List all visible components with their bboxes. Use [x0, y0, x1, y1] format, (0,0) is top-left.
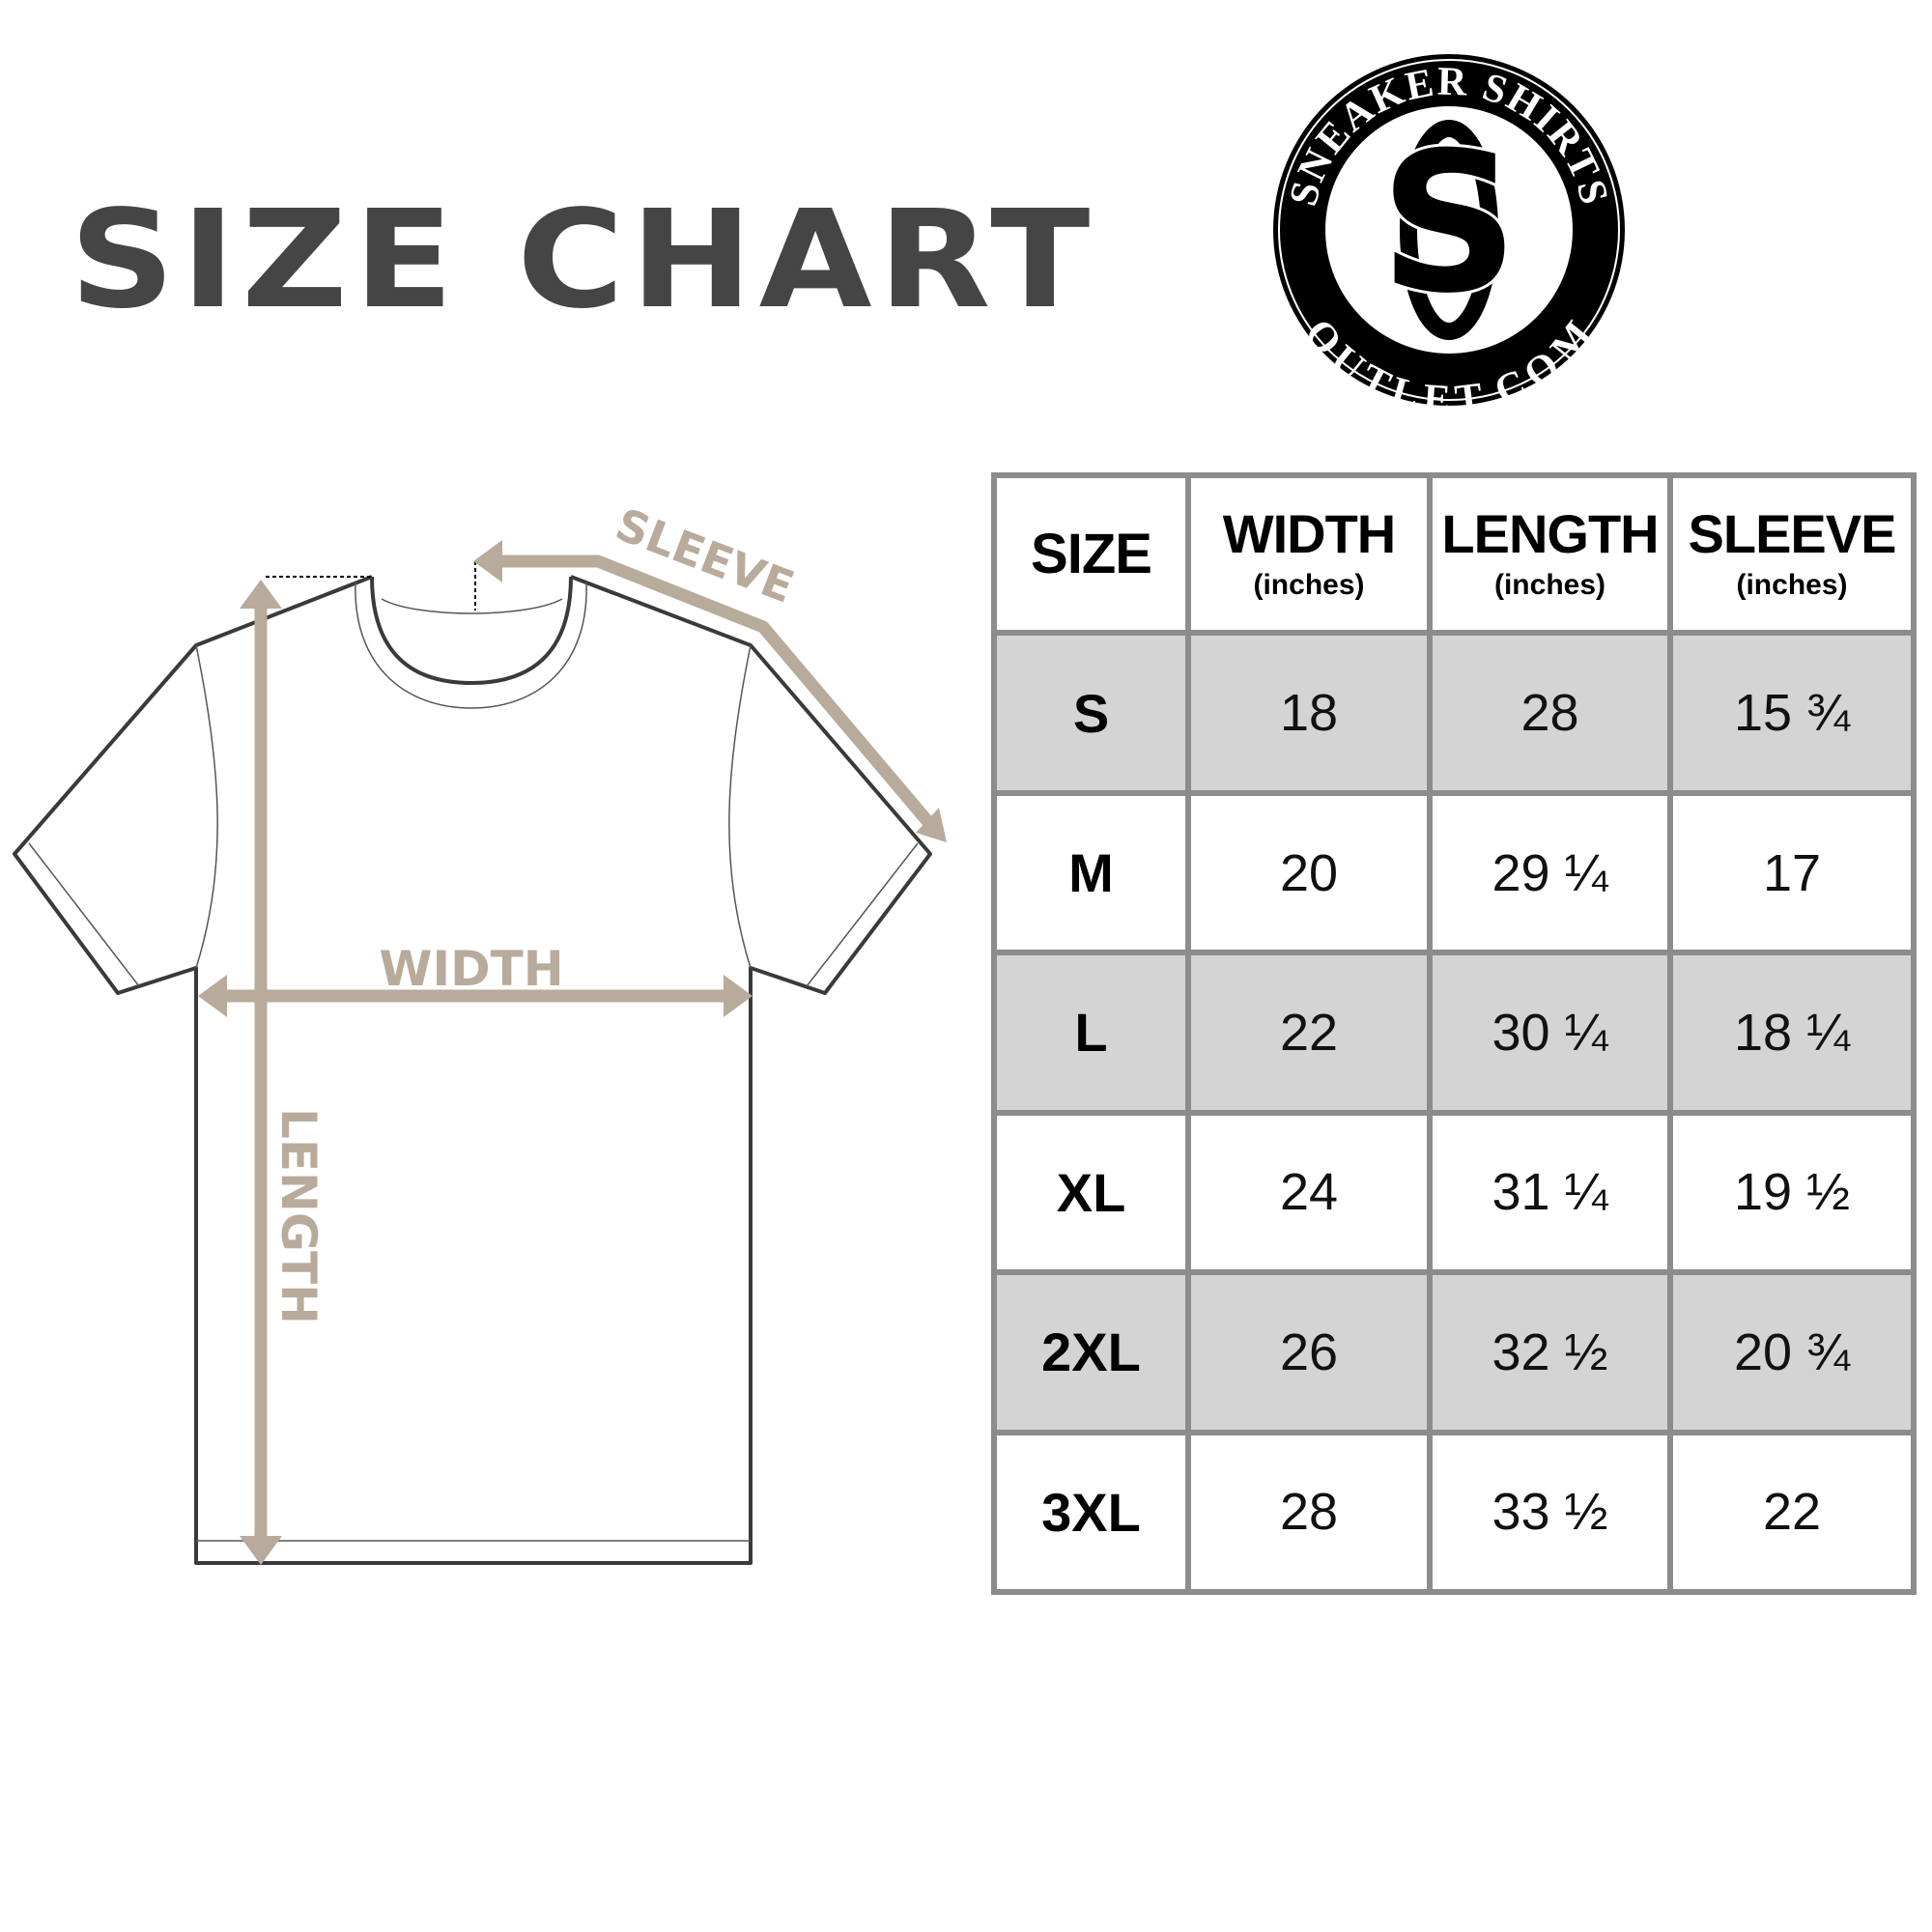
brand-logo: SNEAKER SHIRTS OUTLET.COM S	[1273, 54, 1625, 422]
size-table: SIZE WIDTH (inches) LENGTH (inches) SLEEVE…	[991, 471, 1917, 1596]
sleeve-label: SLEEVE	[609, 497, 801, 612]
cell-sleeve: 20 ¾	[1667, 1269, 1917, 1435]
cell-size: XL	[991, 1109, 1191, 1276]
tshirt-outline	[13, 575, 932, 1565]
header-sleeve: SLEEVE (inches)	[1667, 471, 1917, 637]
cell-width: 22	[1185, 950, 1433, 1116]
sleeve-arrow	[488, 554, 938, 833]
cell-size: S	[991, 630, 1191, 796]
cell-width: 28	[1185, 1429, 1433, 1596]
table-row: 3XL 28 33 ½ 22	[991, 1429, 1917, 1596]
cell-sleeve: 22	[1667, 1429, 1917, 1596]
cell-length: 29 ¼	[1427, 789, 1673, 956]
cell-length: 31 ¼	[1427, 1109, 1673, 1276]
cell-width: 18	[1185, 630, 1433, 796]
cell-sleeve: 19 ½	[1667, 1109, 1917, 1276]
header-width: WIDTH (inches)	[1185, 471, 1433, 637]
cell-size: 2XL	[991, 1269, 1191, 1435]
cell-size: L	[991, 950, 1191, 1116]
cell-length: 28	[1427, 630, 1673, 796]
cell-length: 33 ½	[1427, 1429, 1673, 1596]
cell-size: M	[991, 789, 1191, 956]
monogram-o	[1400, 120, 1498, 340]
table-row: M 20 29 ¼ 17	[991, 789, 1917, 956]
header-size: SIZE	[991, 471, 1191, 637]
table-row: XL 24 31 ¼ 19 ½	[991, 1109, 1917, 1276]
cell-length: 30 ¼	[1427, 950, 1673, 1116]
cell-sleeve: 18 ¼	[1667, 950, 1917, 1116]
cell-size: 3XL	[991, 1429, 1191, 1596]
cell-width: 24	[1185, 1109, 1433, 1276]
cell-width: 26	[1185, 1269, 1433, 1435]
length-label: LENGTH	[270, 1108, 327, 1324]
cell-sleeve: 17	[1667, 789, 1917, 956]
page-title: SIZE CHART	[70, 182, 1096, 339]
table-header-row: SIZE WIDTH (inches) LENGTH (inches) SLEEVE…	[991, 471, 1917, 637]
cell-sleeve: 15 ¾	[1667, 630, 1917, 796]
cell-width: 20	[1185, 789, 1433, 956]
table-row: S 18 28 15 ¾	[991, 630, 1917, 796]
cell-length: 32 ½	[1427, 1269, 1673, 1435]
monogram-s: S	[1379, 111, 1519, 336]
table-row: L 22 30 ¼ 18 ¼	[991, 950, 1917, 1116]
header-length: LENGTH (inches)	[1427, 471, 1673, 637]
width-label: WIDTH	[379, 941, 563, 997]
table-row: 2XL 26 32 ½ 20 ¾	[991, 1269, 1917, 1435]
